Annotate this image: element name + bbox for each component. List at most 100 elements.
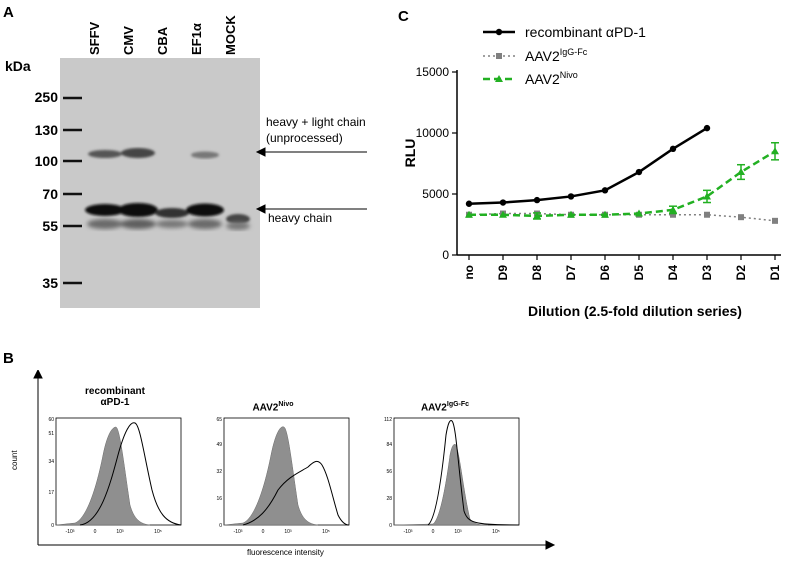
histogram-nivo: 65 49 32 16 0 -10³ 0 10³ 10⁵	[216, 417, 350, 535]
legend-marker-1	[496, 53, 502, 59]
hist-line-sample	[242, 460, 350, 526]
legend-label-sup-1: IgG-Fc	[560, 47, 588, 57]
annotation-heavy-chain: heavy chain	[268, 211, 333, 225]
marker-55: 55	[42, 218, 58, 234]
point-1-8	[738, 214, 744, 221]
point-0-2	[533, 196, 541, 204]
x-tick-label-5: D5	[632, 265, 646, 281]
lane-label-sffv: SFFV	[87, 21, 102, 55]
legend-label-2: AAV2Nivo	[525, 70, 578, 87]
point-2-6	[669, 205, 677, 213]
point-0-7	[703, 124, 711, 132]
hist2-xtick-1: 0	[262, 529, 265, 535]
hist3-ytick-0: 112	[384, 417, 392, 423]
lane-label-mock: MOCK	[223, 15, 238, 55]
hist3-xtick-3: 10⁵	[492, 529, 500, 535]
hist2-xtick-3: 10⁵	[322, 529, 330, 535]
hist-title-recombinant-line1: recombinant	[84, 386, 145, 397]
hist-title-nivo-base: AAV2	[252, 402, 279, 414]
point-0-4	[601, 187, 609, 194]
point-2-3	[567, 210, 575, 218]
y-tick-label-2: 10000	[416, 126, 450, 140]
hist2-ytick-4: 0	[219, 523, 222, 529]
panel-c-letter: C	[398, 8, 409, 25]
legend-label-1: AAV2IgG-Fc	[525, 47, 588, 64]
legend-label-sup-2: Nivo	[560, 70, 578, 80]
series-line-1	[468, 212, 776, 222]
marker-100: 100	[34, 153, 58, 169]
legend-marker-2	[495, 75, 503, 82]
hist-line-sample	[427, 420, 520, 526]
hist1-ytick-2: 34	[48, 459, 54, 465]
x-tick-label-7: D3	[700, 265, 714, 281]
point-2-5	[635, 209, 643, 217]
point-2-7	[703, 192, 711, 200]
marker-130: 130	[34, 122, 58, 138]
hist2-xtick-2: 10³	[284, 529, 292, 535]
hist-title-nivo: AAV2Nivo	[218, 401, 328, 413]
annotation-unprocessed-line1: heavy + light chain	[266, 115, 366, 129]
point-0-1	[499, 199, 507, 206]
hist3-xtick-1: 0	[432, 529, 435, 535]
blot-membrane	[60, 58, 260, 308]
hist3-ytick-1: 84	[386, 442, 392, 448]
hist-title-recombinant: recombinant αPD-1	[60, 386, 170, 408]
hist1-xtick-2: 10³	[116, 529, 124, 535]
marker-70: 70	[42, 186, 58, 202]
hist2-ytick-0: 65	[216, 417, 222, 423]
y-tick-label-1: 5000	[422, 187, 449, 201]
point-0-5	[635, 168, 643, 176]
x-tick-label-3: D7	[564, 265, 578, 281]
hist-line-sample	[79, 422, 182, 526]
hist2-ytick-2: 32	[216, 469, 222, 475]
hist3-ytick-3: 28	[386, 496, 392, 502]
point-1-7	[704, 211, 710, 218]
hist-title-iggfc-base: AAV2	[420, 402, 447, 414]
hist1-xtick-0: -10³	[66, 529, 75, 535]
annotation-unprocessed-line2: (unprocessed)	[266, 131, 343, 145]
point-0-6	[669, 145, 677, 153]
hist-filled-control	[223, 426, 319, 526]
y-tick-label-3: 15000	[416, 65, 450, 79]
x-tick-label-6: D4	[666, 265, 680, 281]
kda-label: kDa	[5, 58, 31, 74]
point-2-8	[737, 168, 745, 176]
lane-label-cba: CBA	[155, 26, 170, 55]
blot-arrows	[255, 147, 367, 214]
x-tick-label-8: D2	[734, 265, 748, 281]
heavy-chain-bands	[85, 203, 250, 224]
hist1-xtick-3: 10⁵	[154, 529, 162, 535]
x-tick-label-1: D9	[496, 265, 510, 281]
hist2-ytick-3: 16	[216, 496, 222, 502]
point-2-0	[465, 210, 473, 218]
point-0-3	[567, 193, 575, 200]
legend-label-base-2: AAV2	[525, 71, 560, 87]
legend-label-0: recombinant αPD-1	[525, 24, 646, 40]
histogram-recombinant: 60 51 34 17 0 -10³ 0 10³ 10⁵	[48, 417, 182, 535]
point-2-9	[771, 147, 779, 155]
panel-b-letter: B	[3, 350, 14, 367]
hist3-ytick-4: 0	[389, 523, 392, 529]
x-tick-label-4: D6	[598, 265, 612, 281]
x-tick-label-2: D8	[530, 265, 544, 281]
hist3-xtick-0: -10³	[404, 529, 413, 535]
western-blot	[60, 58, 260, 308]
hist1-xtick-1: 0	[94, 529, 97, 535]
panel-b-frame	[33, 370, 556, 550]
series-line-2	[469, 150, 776, 218]
hist1-ytick-4: 0	[51, 523, 54, 529]
panel-a-letter: A	[3, 4, 14, 21]
rlu-line-chart: RLU Dilution (2.5-fold dilution series) …	[402, 24, 782, 319]
legend-label-base-1: AAV2	[525, 48, 560, 64]
hist-filled-control	[393, 444, 489, 526]
hist1-ytick-0: 60	[48, 417, 54, 423]
hist-title-nivo-sup: Nivo	[278, 401, 294, 408]
flow-y-label: count	[10, 450, 19, 470]
x-tick-label-9: D1	[768, 265, 782, 281]
arrow-unprocessed-head	[255, 147, 266, 157]
point-1-6	[670, 211, 676, 218]
annotation-unprocessed: heavy + light chain (unprocessed)	[266, 114, 366, 146]
series-line-0	[468, 127, 708, 206]
hist2-xtick-0: -10³	[234, 529, 243, 535]
marker-35: 35	[42, 275, 58, 291]
